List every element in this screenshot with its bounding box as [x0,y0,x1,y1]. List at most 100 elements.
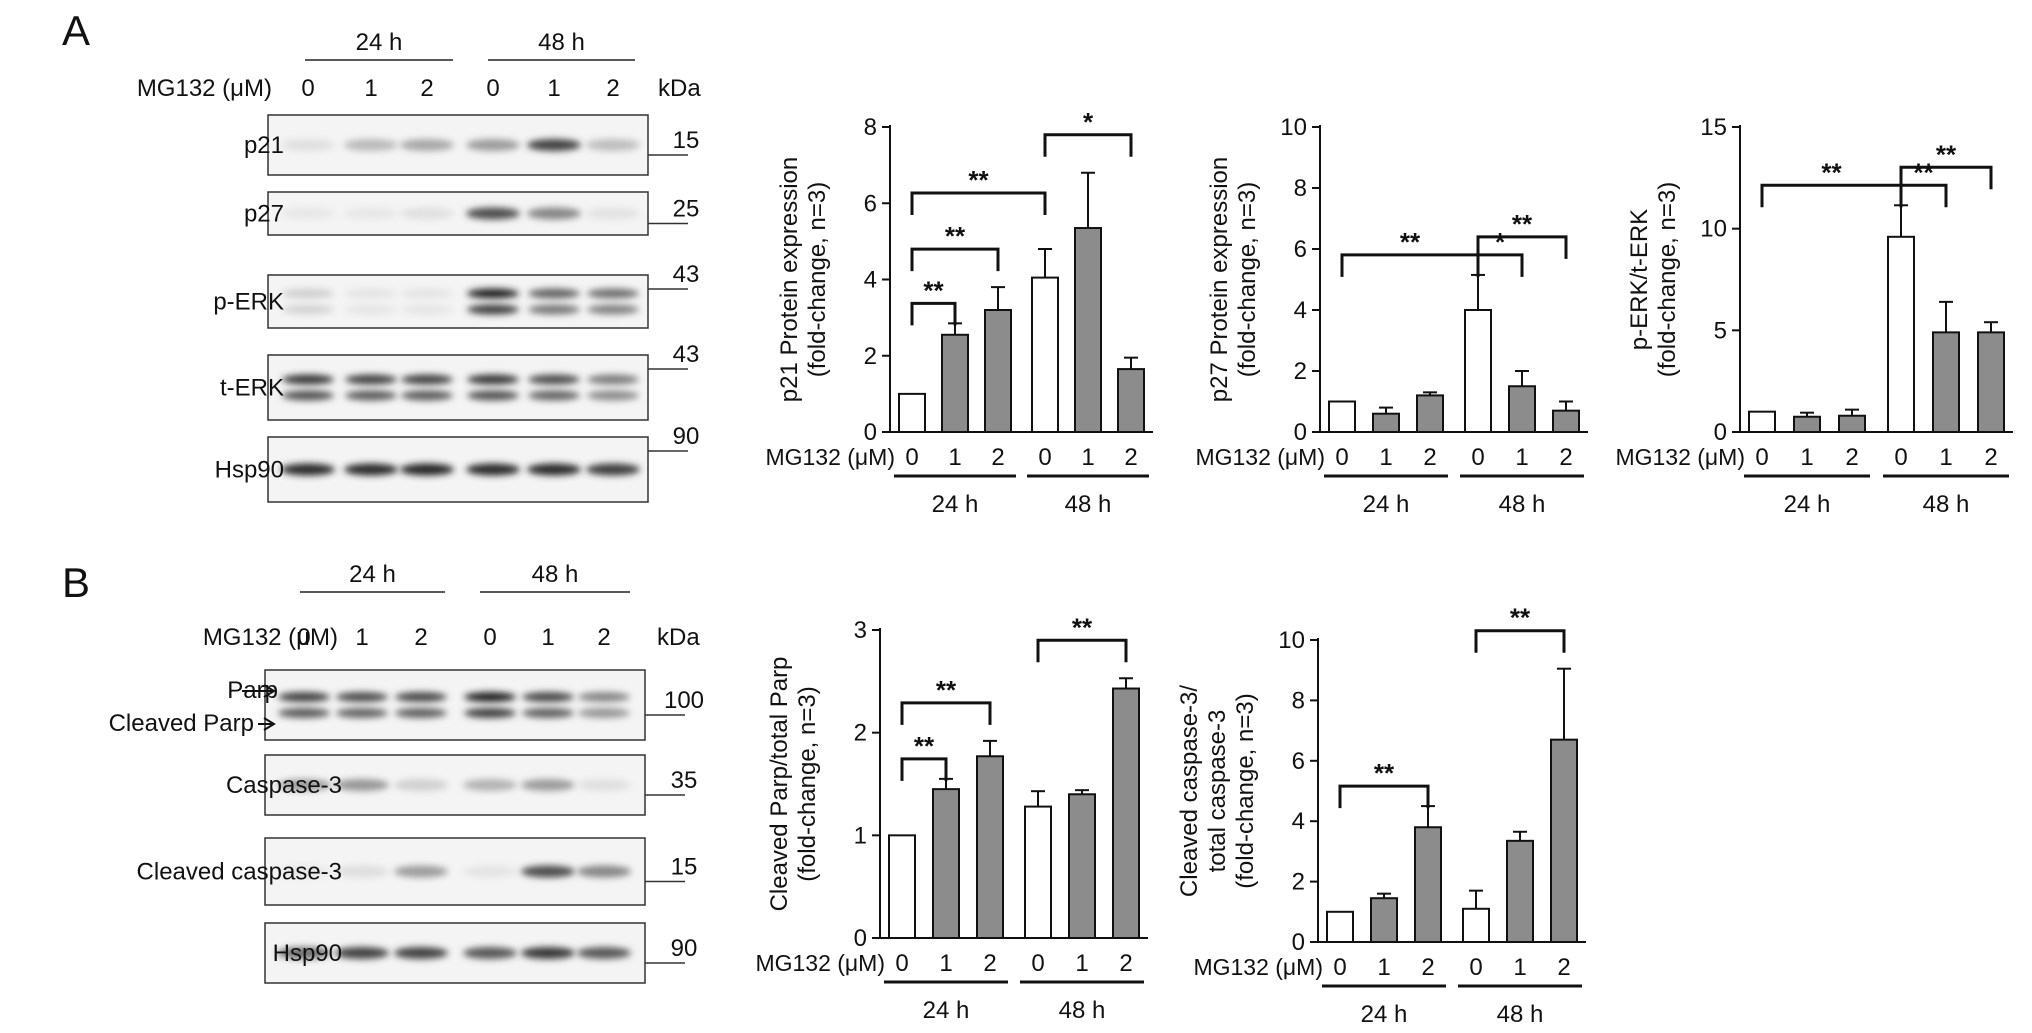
significance-label: ** [1072,612,1093,642]
kda-marker-label: 43 [673,341,700,368]
blot-band [344,139,398,151]
group-label: 48 h [1499,491,1546,518]
blot-dose-label: 0 [483,624,496,651]
blot-band [344,207,398,220]
bar [1552,409,1580,433]
blot-band-lower [282,304,334,315]
bar [1748,410,1776,433]
x-tick-label: 0 [905,444,918,471]
panel-label-b: B [62,559,90,606]
kda-marker-label: 15 [671,854,698,881]
group-label: 24 h [923,997,970,1024]
blot-band-upper [395,692,447,702]
kda-marker-label: 90 [673,423,700,450]
blot-treatment-label: MG132 (μM) [137,75,272,102]
x-tick-label: 0 [1469,954,1482,981]
x-tick-label: 2 [1423,444,1436,471]
bar [984,309,1012,433]
x-tick-label: 0 [1335,444,1348,471]
blot-time-label: 24 h [356,29,403,56]
blot-dose-label: 1 [364,75,377,102]
significance-bracket [900,757,948,781]
x-treatment-label: MG132 (μM) [1195,444,1325,470]
y-axis-label: total caspase-3 [1204,710,1231,873]
blot-band [277,779,331,791]
bar [1370,897,1398,944]
significance-bracket [1043,133,1133,157]
significance-bracket [1476,253,1524,277]
bar [1074,227,1102,433]
blot-time-label: 24 h [349,561,396,588]
x-tick-label: 2 [991,444,1004,471]
y-tick-label: 0 [1294,419,1307,446]
blot-band [281,463,335,476]
blot-band-upper [522,692,574,702]
x-treatment-label: MG132 (μM) [1193,954,1323,980]
y-tick-label: 4 [1294,297,1307,324]
bar [941,333,969,433]
blot-band [577,779,631,791]
blot-band-lower [467,304,519,315]
blot-band [400,207,454,220]
blot-band-upper [587,288,639,299]
y-tick-label: 4 [1292,808,1305,835]
blot-band-lower [578,708,630,718]
blot-band-upper [578,692,630,702]
y-tick-label: 10 [1278,627,1305,654]
significance-label: * [1495,227,1506,257]
x-tick-label: 0 [895,950,908,977]
blot-band-lower [336,708,388,718]
x-tick-label: 0 [1038,444,1051,471]
blot-band-lower [467,390,519,401]
blot-band [586,463,640,476]
significance-label: * [1083,107,1094,137]
arrow-icon [258,717,276,731]
x-tick-label: 1 [1939,444,1952,471]
blot-dose-label: 1 [541,624,554,651]
bar [976,755,1004,940]
blot-band-lower [401,304,453,315]
y-tick-label: 0 [854,925,867,952]
bar [1031,276,1059,433]
x-tick-label: 0 [1471,444,1484,471]
bar [1462,907,1490,944]
y-tick-label: 2 [864,343,877,370]
y-tick-label: 2 [1292,869,1305,896]
blot-band [400,463,454,476]
blot-band-upper [464,692,516,702]
x-tick-label: 2 [983,950,996,977]
significance-bracket [1899,165,1993,190]
blot-time-label: 48 h [532,561,579,588]
kda-marker-label: 90 [671,935,698,962]
blot-band [394,779,448,791]
blot-band [527,207,581,220]
blot-band-upper [528,288,580,299]
x-treatment-label: MG132 (μM) [1615,444,1745,470]
blot-band-lower [528,390,580,401]
x-tick-label: 2 [1119,950,1132,977]
bar-chart-4: 0 1 2 3 Cleaved Parp/total Parp (fold-change,… [755,612,1148,1024]
blot-box [267,354,649,421]
x-tick-label: 2 [1559,444,1572,471]
y-axis-label: p-ERK/t-ERK [1626,209,1653,350]
x-treatment-label: MG132 (μM) [755,950,885,976]
blot-row-label: t-ERK [220,375,284,402]
blot-row-label-2: Cleaved Parp [109,710,254,737]
x-tick-label: 2 [1845,444,1858,471]
blot-band-lower [401,390,453,401]
blot-band [335,779,389,791]
bar [1793,415,1821,433]
blot-dose-label: 0 [301,75,314,102]
bar-chart-1: 0 2 4 6 8 p21 Protein expression (fold-change,… [765,107,1153,518]
significance-label: ** [945,221,966,251]
group-label: 48 h [1059,997,1106,1024]
blot-dose-label: 2 [414,624,427,651]
kda-marker-label: 15 [673,127,700,154]
group-label: 24 h [1361,1001,1408,1028]
bar [1372,412,1400,434]
bar [1464,309,1492,433]
bar [1326,910,1354,943]
blot-band-lower [282,390,334,401]
x-tick-label: 0 [1333,954,1346,981]
blot-band-lower [528,304,580,315]
